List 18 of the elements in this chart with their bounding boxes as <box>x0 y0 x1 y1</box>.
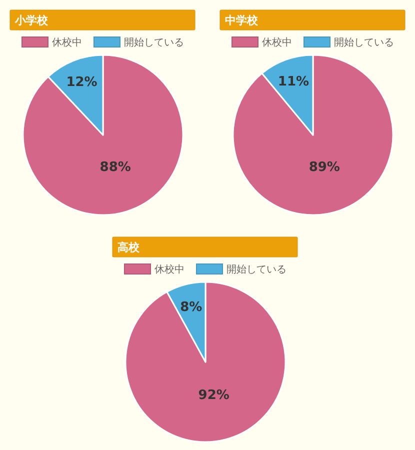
legend-label: 休校中 <box>154 264 184 276</box>
data-label: 11% <box>278 74 310 90</box>
legend-label: 開始している <box>334 38 394 48</box>
data-label: 92% <box>198 388 230 404</box>
legend-label: 休校中 <box>262 36 292 48</box>
chart-title: 高校 <box>118 240 140 254</box>
pie-slice <box>124 281 286 443</box>
pie-slice <box>22 54 184 216</box>
chart-title: 中学校 <box>225 14 259 27</box>
data-label: 8% <box>180 300 202 315</box>
chart-title: 小学校 <box>14 14 49 27</box>
data-label: 88% <box>100 160 131 175</box>
data-label: 89% <box>308 160 340 176</box>
legend-label: 開始している <box>226 264 286 276</box>
legend-label: 休校中 <box>52 36 82 48</box>
pie-slice <box>232 54 394 216</box>
legend-label: 開始している <box>124 38 184 48</box>
data-label: 12% <box>66 74 98 90</box>
